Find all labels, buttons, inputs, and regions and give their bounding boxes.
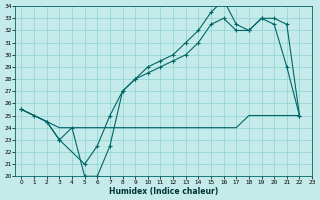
X-axis label: Humidex (Indice chaleur): Humidex (Indice chaleur) <box>109 187 218 196</box>
